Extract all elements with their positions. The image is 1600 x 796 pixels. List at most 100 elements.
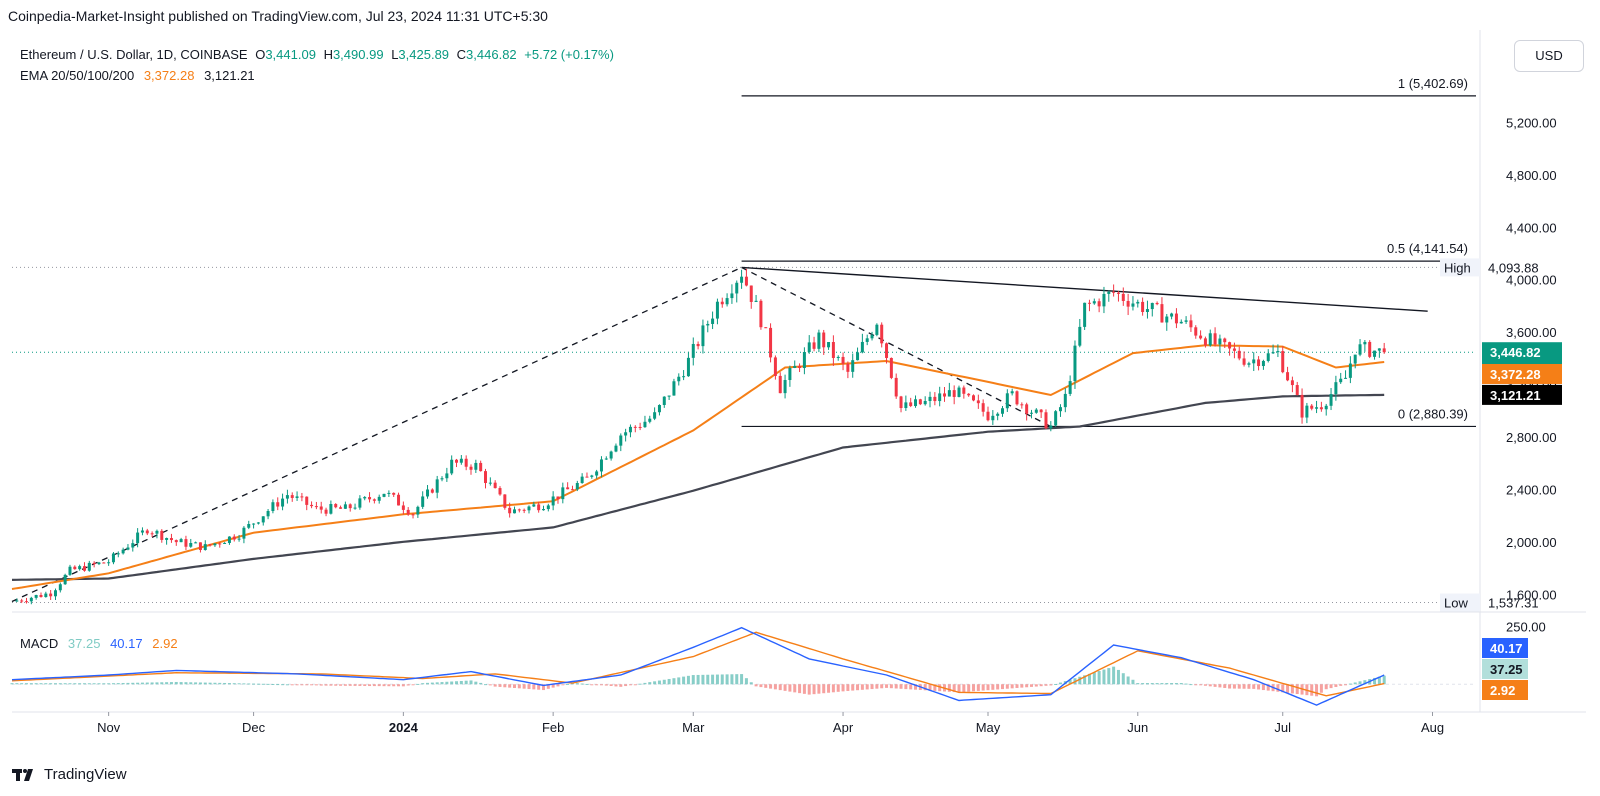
macd-histogram-bar [358, 684, 362, 686]
tradingview-brand[interactable]: TradingView [12, 766, 127, 783]
macd-histogram-bar [97, 683, 101, 685]
macd-histogram-bar [107, 683, 111, 685]
candle-body [899, 396, 903, 409]
macd-histogram-bar [585, 683, 589, 685]
macd-histogram-bar [1247, 684, 1251, 689]
ema-label[interactable]: EMA 20/50/100/200 [20, 68, 135, 83]
macd-histogram-bar [1315, 684, 1319, 697]
candle-body [155, 530, 159, 534]
macd-histogram-bar [512, 684, 516, 688]
candle-body [218, 543, 222, 545]
macd-histogram-bar [1353, 682, 1357, 685]
candle-body [1170, 313, 1174, 317]
macd-histogram-bar [904, 684, 908, 690]
candle-body [1063, 393, 1067, 408]
candle-body [1039, 409, 1043, 413]
candle-body [846, 363, 850, 372]
macd-histogram-bar [1373, 677, 1377, 685]
candle-body [1194, 327, 1198, 336]
macd-histogram-bar [363, 684, 367, 686]
macd-histogram-bar [822, 684, 826, 694]
candle-body [1310, 405, 1314, 409]
time-tick-label: May [976, 720, 1001, 735]
candle-body [947, 390, 951, 397]
macd-histogram-bar [34, 683, 38, 685]
candle-body [1281, 351, 1285, 373]
macd-histogram-bar [464, 680, 468, 685]
candle-body [377, 496, 381, 501]
macd-histogram-bar [150, 682, 154, 685]
candle-body [334, 504, 338, 508]
candle-body [150, 533, 154, 535]
symbol-name[interactable]: Ethereum / U.S. Dollar, 1D, COINBASE [20, 47, 248, 62]
candle-body [822, 332, 826, 348]
macd-histogram-bar [1261, 684, 1265, 691]
macd-histogram-bar [218, 682, 222, 685]
macd-label[interactable]: MACD [20, 636, 59, 651]
candle-body [73, 566, 77, 570]
macd-histogram-bar [972, 684, 976, 692]
candle-body [445, 473, 449, 479]
time-tick-label: Dec [242, 720, 266, 735]
macd-histogram-bar [203, 682, 207, 685]
candle-body [300, 496, 304, 498]
low-label-bg [1440, 593, 1480, 612]
macd-histogram-bar [1281, 684, 1285, 693]
macd-histogram-bar [817, 684, 821, 694]
candle-body [532, 504, 536, 507]
candle-body [817, 332, 821, 349]
candle-body [223, 542, 227, 544]
macd-tag-label: 37.25 [1490, 662, 1523, 677]
candle-body [1184, 320, 1188, 322]
macd-histogram-bar [1218, 684, 1222, 688]
macd-histogram-bar [184, 682, 188, 685]
candle-body [1087, 302, 1091, 304]
candle-body [967, 393, 971, 396]
candle-body [1358, 344, 1362, 355]
candle-body [662, 396, 666, 405]
candle-body [145, 530, 149, 534]
macd-histogram-bar [744, 678, 748, 685]
macd-histogram-bar [730, 674, 734, 685]
macd-histogram-bar [295, 684, 299, 686]
macd-histogram-bar [1015, 684, 1019, 688]
candle-body [87, 562, 91, 571]
macd-histogram-bar [1078, 676, 1082, 685]
macd-histogram-bar [1295, 684, 1299, 695]
macd-histogram-bar [479, 682, 483, 685]
candle-body [1300, 394, 1304, 418]
macd-tag-label: 2.92 [1490, 683, 1515, 698]
macd-histogram-bar [1276, 684, 1280, 692]
candle-body [131, 543, 135, 548]
currency-button[interactable]: USD [1514, 40, 1584, 72]
candle-body [1344, 377, 1348, 379]
macd-histogram-bar [914, 684, 918, 690]
macd-histogram-bar [324, 684, 328, 686]
candle-body [1029, 412, 1033, 414]
candle-body [1329, 394, 1333, 406]
candle-body [174, 540, 178, 543]
candle-body [624, 432, 628, 436]
candle-body [266, 511, 270, 517]
macd-histogram-bar [1165, 683, 1169, 685]
macd-histogram-bar [860, 684, 864, 690]
macd-histogram-bar [63, 683, 67, 685]
macd-histogram-bar [44, 683, 48, 685]
candle-body [1136, 301, 1140, 304]
candle-body [802, 352, 806, 369]
candle-body [416, 506, 420, 515]
candle-body [285, 495, 289, 499]
candle-body [1319, 407, 1323, 410]
macd-histogram-bar [522, 684, 526, 689]
candle-body [783, 380, 787, 394]
high-value-label: 4,093.88 [1488, 260, 1539, 275]
candle-body [923, 400, 927, 405]
macd-histogram-bar [223, 682, 227, 685]
macd-histogram-bar [686, 675, 690, 685]
macd-histogram-bar [870, 684, 874, 690]
low-label: L [391, 47, 399, 62]
price-tag-label: 3,446.82 [1490, 345, 1541, 360]
macd-histogram-bar [281, 684, 285, 686]
macd-histogram-bar [1025, 684, 1029, 688]
